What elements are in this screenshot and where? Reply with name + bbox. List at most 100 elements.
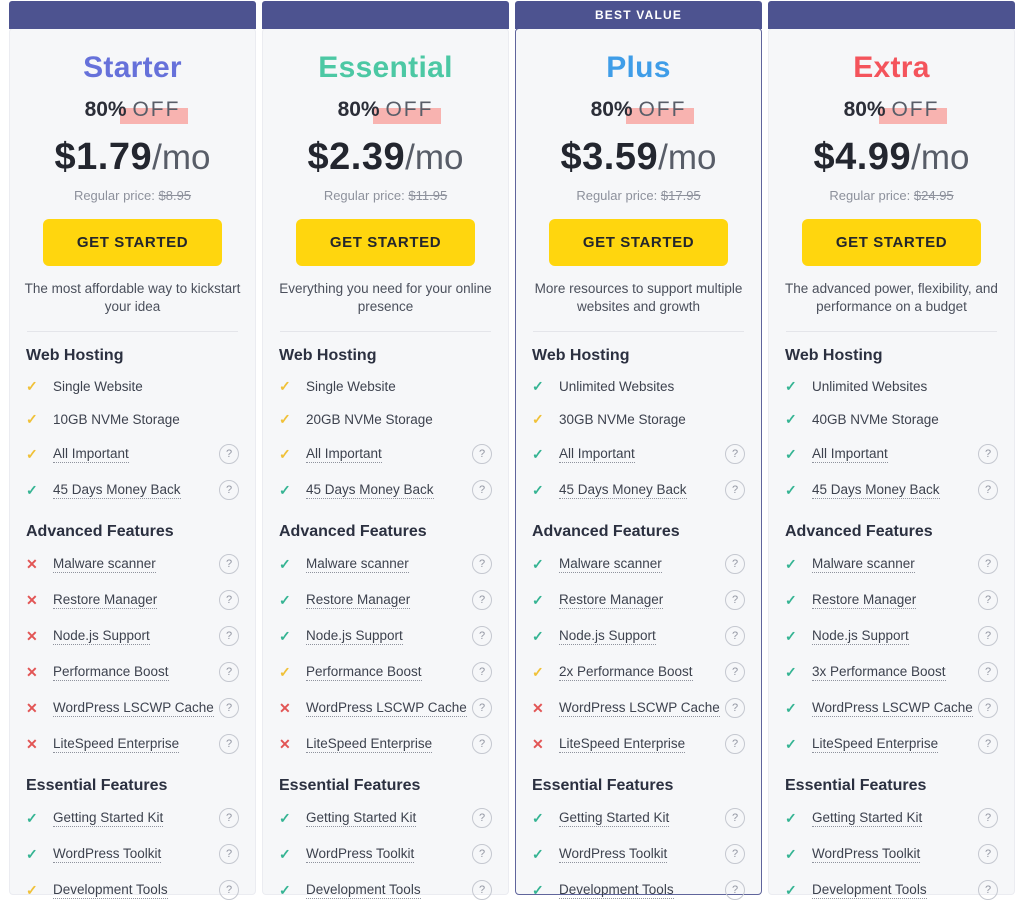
feature-label[interactable]: WordPress Toolkit <box>306 845 415 863</box>
feature-label[interactable]: Node.js Support <box>812 627 909 645</box>
feature-row: ✓ All Important? <box>785 436 998 472</box>
help-icon[interactable]: ? <box>472 626 492 647</box>
check-icon: ✓ <box>26 481 38 498</box>
feature-row: ✓ Development Tools? <box>532 872 745 901</box>
feature-row: ✓ Development Tools? <box>26 872 239 901</box>
help-icon[interactable]: ? <box>725 698 745 719</box>
feature-label[interactable]: Restore Manager <box>812 591 917 609</box>
feature-label[interactable]: Malware scanner <box>812 555 915 573</box>
feature-label[interactable]: 45 Days Money Back <box>812 481 940 499</box>
feature-label[interactable]: All Important <box>306 445 382 463</box>
feature-label[interactable]: Development Tools <box>812 881 927 899</box>
feature-label[interactable]: Malware scanner <box>53 555 156 573</box>
help-icon[interactable]: ? <box>978 734 998 755</box>
help-icon[interactable]: ? <box>978 698 998 719</box>
feature-label[interactable]: Node.js Support <box>306 627 403 645</box>
help-icon[interactable]: ? <box>725 626 745 647</box>
get-started-button[interactable]: GET STARTED <box>548 219 729 266</box>
feature-label[interactable]: WordPress LSCWP Cache <box>559 699 720 717</box>
feature-row: ✓ Single Website <box>26 370 239 403</box>
help-icon[interactable]: ? <box>472 480 492 501</box>
feature-label[interactable]: 3x Performance Boost <box>812 663 946 681</box>
help-icon[interactable]: ? <box>472 844 492 865</box>
feature-label[interactable]: Getting Started Kit <box>53 809 164 827</box>
feature-label[interactable]: WordPress LSCWP Cache <box>812 699 973 717</box>
help-icon[interactable]: ? <box>219 626 239 647</box>
help-icon[interactable]: ? <box>472 880 492 901</box>
feature-label[interactable]: LiteSpeed Enterprise <box>812 735 939 753</box>
help-icon[interactable]: ? <box>725 734 745 755</box>
feature-label[interactable]: Development Tools <box>559 881 674 899</box>
feature-label[interactable]: LiteSpeed Enterprise <box>559 735 686 753</box>
help-icon[interactable]: ? <box>472 662 492 683</box>
help-icon[interactable]: ? <box>219 734 239 755</box>
help-icon[interactable]: ? <box>978 880 998 901</box>
help-icon[interactable]: ? <box>978 844 998 865</box>
help-icon[interactable]: ? <box>472 808 492 829</box>
feature-label[interactable]: Restore Manager <box>559 591 664 609</box>
help-icon[interactable]: ? <box>725 554 745 575</box>
help-icon[interactable]: ? <box>725 662 745 683</box>
help-icon[interactable]: ? <box>219 590 239 611</box>
help-icon[interactable]: ? <box>219 480 239 501</box>
get-started-button[interactable]: GET STARTED <box>295 219 476 266</box>
help-icon[interactable]: ? <box>219 844 239 865</box>
help-icon[interactable]: ? <box>725 880 745 901</box>
help-icon[interactable]: ? <box>472 734 492 755</box>
help-icon[interactable]: ? <box>219 880 239 901</box>
help-icon[interactable]: ? <box>978 444 998 465</box>
feature-label[interactable]: Node.js Support <box>559 627 656 645</box>
help-icon[interactable]: ? <box>978 626 998 647</box>
feature-label[interactable]: 45 Days Money Back <box>559 481 687 499</box>
feature-sections: Web Hosting ✓ Single Website ✓ 20GB NVMe Sto… <box>263 347 508 901</box>
feature-label[interactable]: LiteSpeed Enterprise <box>306 735 433 753</box>
feature-label[interactable]: WordPress Toolkit <box>812 845 921 863</box>
feature-label[interactable]: Development Tools <box>53 881 168 899</box>
help-icon[interactable]: ? <box>978 662 998 683</box>
feature-label[interactable]: WordPress Toolkit <box>53 845 162 863</box>
help-icon[interactable]: ? <box>725 444 745 465</box>
help-icon[interactable]: ? <box>725 590 745 611</box>
feature-label[interactable]: WordPress LSCWP Cache <box>53 699 214 717</box>
feature-label[interactable]: WordPress LSCWP Cache <box>306 699 467 717</box>
help-icon[interactable]: ? <box>978 590 998 611</box>
help-icon[interactable]: ? <box>978 808 998 829</box>
feature-label[interactable]: LiteSpeed Enterprise <box>53 735 180 753</box>
help-icon[interactable]: ? <box>219 698 239 719</box>
feature-label[interactable]: Malware scanner <box>559 555 662 573</box>
feature-label[interactable]: Getting Started Kit <box>306 809 417 827</box>
feature-label[interactable]: 45 Days Money Back <box>306 481 434 499</box>
help-icon[interactable]: ? <box>219 808 239 829</box>
help-icon[interactable]: ? <box>978 554 998 575</box>
feature-label[interactable]: Getting Started Kit <box>812 809 923 827</box>
help-icon[interactable]: ? <box>219 662 239 683</box>
feature-label[interactable]: Malware scanner <box>306 555 409 573</box>
feature-label[interactable]: 45 Days Money Back <box>53 481 181 499</box>
get-started-button[interactable]: GET STARTED <box>801 219 982 266</box>
help-icon[interactable]: ? <box>219 444 239 465</box>
help-icon[interactable]: ? <box>472 444 492 465</box>
help-icon[interactable]: ? <box>472 590 492 611</box>
feature-label[interactable]: Performance Boost <box>306 663 422 681</box>
feature-label[interactable]: All Important <box>559 445 635 463</box>
feature-label[interactable]: Getting Started Kit <box>559 809 670 827</box>
help-icon[interactable]: ? <box>219 554 239 575</box>
feature-label[interactable]: Restore Manager <box>53 591 158 609</box>
feature-label[interactable]: All Important <box>812 445 888 463</box>
feature-row: ✓ Getting Started Kit? <box>26 800 239 836</box>
feature-label[interactable]: WordPress Toolkit <box>559 845 668 863</box>
help-icon[interactable]: ? <box>725 480 745 501</box>
help-icon[interactable]: ? <box>978 480 998 501</box>
feature-label[interactable]: All Important <box>53 445 129 463</box>
feature-label[interactable]: 2x Performance Boost <box>559 663 693 681</box>
check-icon: ✓ <box>785 627 797 644</box>
feature-label[interactable]: Node.js Support <box>53 627 150 645</box>
feature-label[interactable]: Performance Boost <box>53 663 169 681</box>
feature-label[interactable]: Restore Manager <box>306 591 411 609</box>
get-started-button[interactable]: GET STARTED <box>42 219 223 266</box>
help-icon[interactable]: ? <box>472 554 492 575</box>
help-icon[interactable]: ? <box>725 844 745 865</box>
feature-label[interactable]: Development Tools <box>306 881 421 899</box>
help-icon[interactable]: ? <box>725 808 745 829</box>
help-icon[interactable]: ? <box>472 698 492 719</box>
